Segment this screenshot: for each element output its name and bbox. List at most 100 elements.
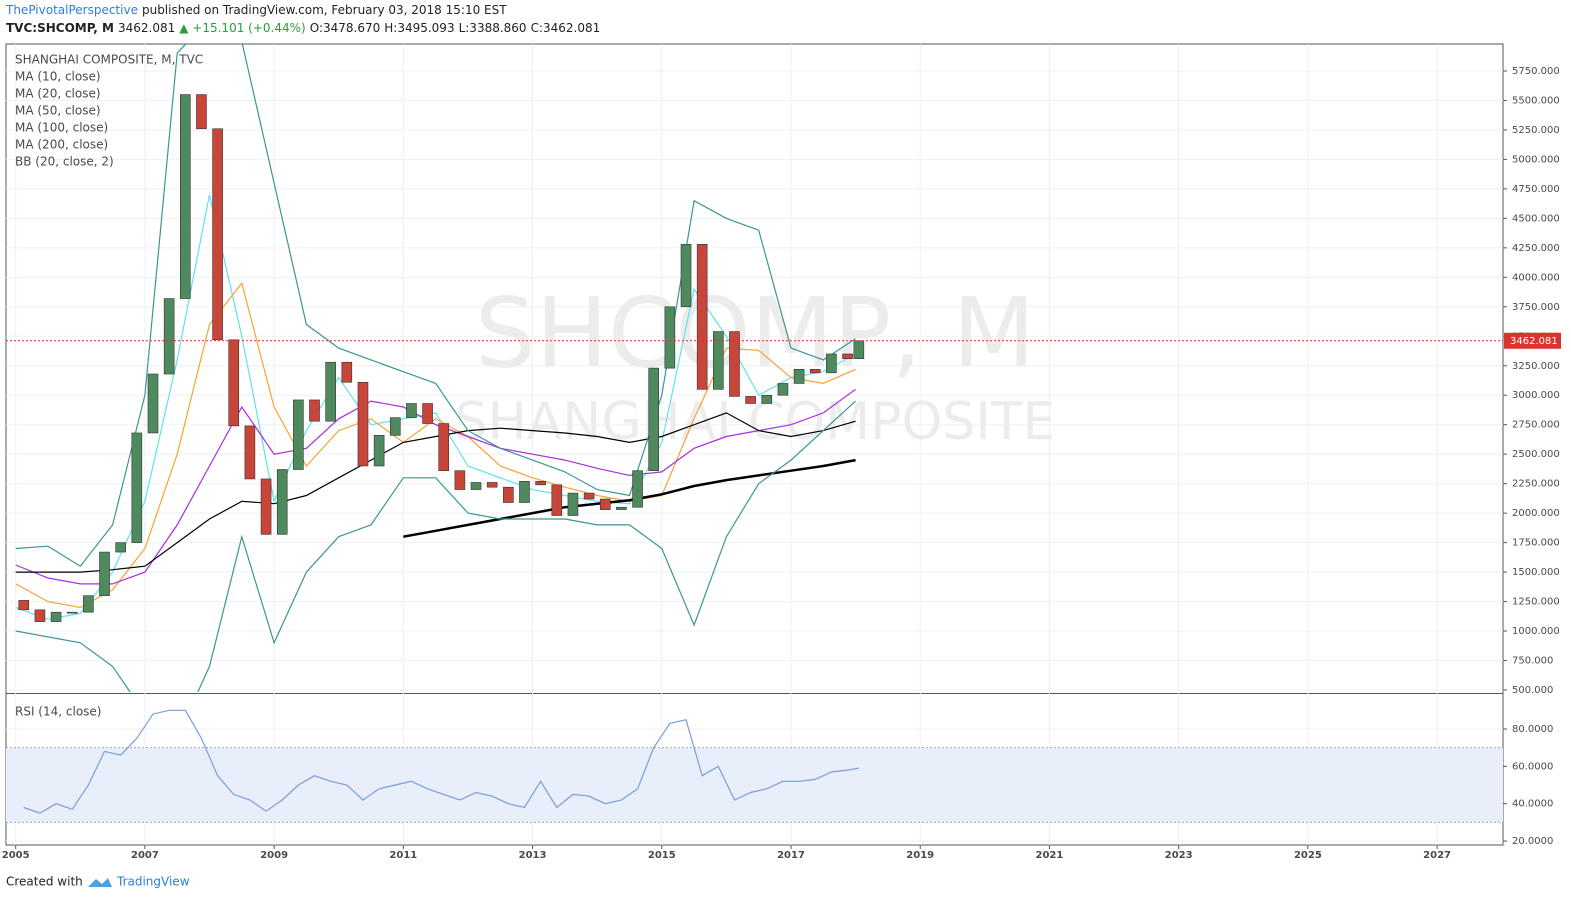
y-tick-label: 2500.000 <box>1512 449 1560 460</box>
ohlc: L:3388.860 <box>458 21 527 35</box>
candle <box>389 417 401 436</box>
indicator-line <box>15 412 856 573</box>
indicator-line <box>15 194 856 620</box>
y-tick-label: 40.0000 <box>1512 799 1553 810</box>
logo <box>88 878 112 887</box>
candle <box>470 482 482 490</box>
rsi-title: RSI (14, close) <box>15 705 101 719</box>
candle <box>115 542 126 553</box>
candle <box>373 435 385 467</box>
candle <box>567 492 579 516</box>
quote-line: TVC:SHCOMP, M 3462.081 ▲ +15.101 (+0.44%) O… <box>6 21 604 35</box>
candle <box>809 368 821 374</box>
x-tick-label: 2027 <box>1423 850 1451 861</box>
candle <box>212 128 223 341</box>
candle <box>179 94 191 299</box>
x-tick-label: 2023 <box>1165 850 1193 861</box>
x-tick-label: 2017 <box>777 850 805 861</box>
candle <box>83 595 94 613</box>
candle <box>664 306 676 369</box>
candle <box>325 361 336 422</box>
candle <box>680 244 692 308</box>
legend-entry: MA (200, close) <box>15 138 108 152</box>
candle <box>228 339 240 427</box>
x-tick-label: 2021 <box>1036 850 1064 861</box>
candle <box>66 611 78 614</box>
candle <box>406 403 417 418</box>
candle <box>438 423 450 471</box>
candle <box>793 368 805 384</box>
y-tick-label: 2750.000 <box>1512 420 1560 431</box>
candle <box>713 331 724 390</box>
candle <box>745 396 756 404</box>
ohlc: C:3462.081 <box>530 21 601 35</box>
y-tick-label: 1500.000 <box>1512 567 1560 578</box>
candle <box>599 498 611 510</box>
plot-frame <box>5 43 1504 846</box>
y-tick-label: 750.000 <box>1512 656 1553 667</box>
candle <box>826 353 837 374</box>
last: 3462.081 <box>117 21 176 35</box>
author[interactable]: ThePivotalPerspective <box>6 3 138 17</box>
x-tick-label: 2019 <box>906 850 934 861</box>
candle <box>535 481 546 486</box>
y-tick-label: 4000.000 <box>1512 272 1560 283</box>
candle <box>293 399 304 470</box>
indicator-line <box>15 388 856 585</box>
candle <box>341 361 353 383</box>
footer-brand[interactable]: TradingView <box>116 875 190 889</box>
y-tick-label: 1250.000 <box>1512 597 1560 608</box>
change: ▲ +15.101 (+0.44%) <box>179 21 306 35</box>
legend-entry: BB (20, close, 2) <box>15 155 114 169</box>
indicator-line <box>15 400 857 692</box>
y-tick-label: 4250.000 <box>1512 243 1560 254</box>
legend-entry: MA (50, close) <box>15 104 101 118</box>
y-tick-label: 3750.000 <box>1512 302 1560 313</box>
candle <box>99 551 110 596</box>
candle <box>196 94 207 130</box>
x-tick-label: 2005 <box>2 850 30 861</box>
candle <box>583 492 595 500</box>
candle <box>309 399 320 422</box>
y-tick-label: 1000.000 <box>1512 626 1560 637</box>
candle <box>729 331 740 397</box>
legend-title: SHANGHAI COMPOSITE, M, TVC <box>15 53 203 67</box>
indicator-line <box>403 458 856 538</box>
price-badge <box>1504 332 1561 349</box>
y-tick-label: 500.000 <box>1512 685 1553 696</box>
symbol: TVC:SHCOMP, M <box>6 21 114 35</box>
candle <box>486 482 498 488</box>
candle <box>260 478 272 535</box>
x-tick-label: 2015 <box>648 850 676 861</box>
candle <box>422 403 433 424</box>
x-tick-label: 2009 <box>260 850 288 861</box>
candle <box>454 470 466 490</box>
candle <box>761 394 773 404</box>
candle <box>34 609 46 622</box>
x-tick-label: 2011 <box>389 850 417 861</box>
watermark: SHCOMP, M <box>475 277 1035 389</box>
y-tick-label: 3000.000 <box>1512 390 1560 401</box>
price-label: 3462.081 <box>1510 336 1558 347</box>
y-tick-label: 4500.000 <box>1512 213 1560 224</box>
candle <box>842 353 853 359</box>
y-tick-label: 2250.000 <box>1512 479 1560 490</box>
published: published on TradingView.com, February 0… <box>141 3 507 17</box>
candle <box>632 470 643 508</box>
y-tick-label: 20.0000 <box>1512 836 1553 847</box>
ohlc: O:3478.670 <box>309 21 381 35</box>
y-tick-label: 4750.000 <box>1512 184 1560 195</box>
y-tick-label: 80.0000 <box>1512 724 1553 735</box>
footer-text: Created with <box>6 875 83 889</box>
y-tick-label: 5000.000 <box>1512 154 1560 165</box>
x-tick-label: 2013 <box>519 850 547 861</box>
candle <box>519 481 530 503</box>
candle <box>551 484 563 516</box>
y-tick-label: 5750.000 <box>1512 66 1560 77</box>
legend-entry: MA (20, close) <box>15 87 101 101</box>
candle <box>147 373 159 434</box>
indicator-line <box>15 44 856 567</box>
candle <box>276 469 288 535</box>
